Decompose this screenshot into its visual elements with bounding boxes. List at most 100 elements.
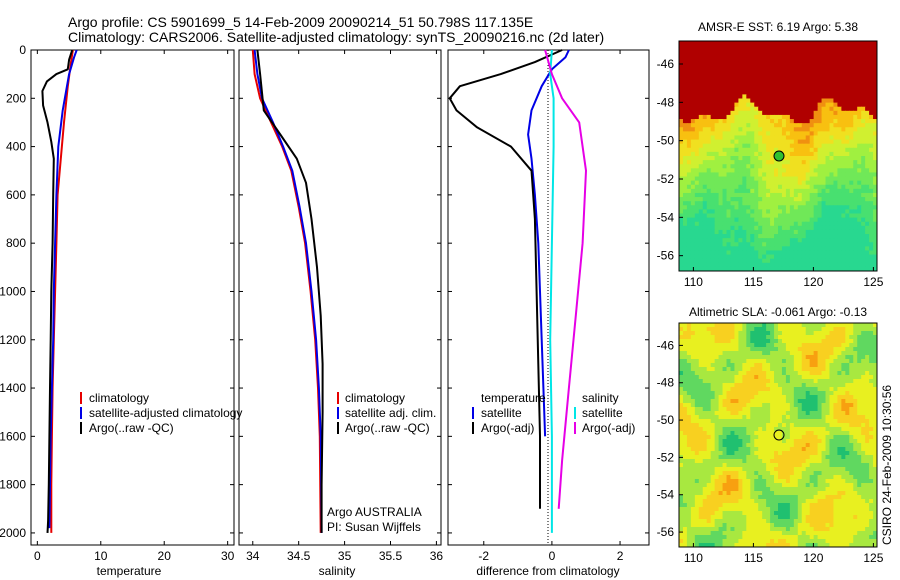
sst-heatmap-cell [702,69,708,75]
sst-heatmap-cell [845,168,850,174]
sst-heatmap-cell [793,225,799,231]
sst-heatmap-cell [702,41,708,46]
sst-heatmap-cell [710,229,716,235]
temperature-ytick-label: 1200 [0,333,26,347]
sst-heatmap-cell [682,98,688,104]
sst-heatmap-cell [722,123,728,128]
sst-heatmap-cell [789,250,795,256]
sst-heatmap-cell [686,184,692,190]
sst-heatmap-cell [797,90,803,95]
sst-heatmap-cell [730,41,736,46]
sla-heatmap-cell [849,335,854,340]
sla-heatmap-cell [726,455,732,460]
sla-heatmap-cell [726,355,732,360]
sla-heatmap-cell [781,363,787,368]
sla-heatmap-cell [833,411,838,416]
sla-heatmap-cell [762,387,767,392]
sla-heatmap-cell [722,379,728,384]
sst-heatmap-cell [754,143,759,149]
sla-heatmap-cell [750,403,755,408]
sst-heatmap-cell [722,94,728,100]
sla-heatmap-cell [813,411,819,416]
sla-heatmap-cell [726,443,732,448]
temperature-xtick-label: 0 [34,549,41,563]
sla-heatmap-cell [869,407,874,412]
sst-heatmap-cell [754,258,759,264]
sst-heatmap-cell [845,254,850,260]
sla-heatmap-cell [682,383,688,388]
sst-heatmap-cell [778,65,783,71]
sla-heatmap-cell [841,331,846,336]
sla-heatmap-cell [825,471,831,476]
sst-heatmap-cell [726,188,732,194]
sst-heatmap-cell [718,86,724,91]
sst-heatmap-cell [770,49,775,54]
sst-heatmap-cell [754,41,759,46]
sla-heatmap-cell [849,351,854,356]
sla-heatmap-cell [734,347,739,352]
sst-heatmap-cell [686,192,692,198]
sst-heatmap-cell [789,192,795,198]
sla-heatmap-cell [873,435,877,440]
sst-heatmap-cell [805,106,811,112]
sla-heatmap-cell [833,355,838,360]
sst-heatmap-cell [801,41,807,46]
sst-heatmap-cell [754,160,759,165]
sst-heatmap-cell [746,135,751,141]
sst-heatmap-cell [849,266,854,271]
sla-heatmap-cell [805,451,811,456]
sst-heatmap-cell [702,102,708,108]
sla-heatmap-cell [785,431,791,436]
sst-heatmap-cell [801,213,807,219]
sla-heatmap-cell [734,327,739,332]
sla-heatmap-cell [682,335,688,340]
sst-heatmap-cell [873,262,877,268]
sla-heatmap-cell [817,471,823,476]
sst-heatmap-cell [754,69,759,75]
sst-heatmap-cell [682,119,688,124]
sst-heatmap-cell [853,164,858,169]
sst-heatmap-cell [750,102,755,108]
sst-heatmap-cell [706,254,712,260]
sst-heatmap-cell [801,221,807,227]
sst-heatmap-cell [778,197,783,202]
sst-heatmap-cell [873,172,877,178]
sst-heatmap-cell [805,57,811,63]
sst-heatmap-cell [813,229,819,235]
sst-heatmap-cell [797,238,803,243]
sst-heatmap-cell [793,82,799,87]
sst-heatmap-cell [817,69,823,75]
sla-heatmap-cell [785,447,791,452]
sst-heatmap-cell [682,90,688,95]
sla-heatmap-cell [706,407,712,412]
sla-heatmap-cell [730,351,736,356]
sst-heatmap-cell [825,205,831,210]
sla-heatmap-cell [702,399,708,404]
sst-heatmap-cell [718,221,724,227]
sst-heatmap-cell [809,82,815,87]
sla-heatmap-cell [742,459,747,464]
sst-heatmap-cell [861,188,866,194]
sst-heatmap-cell [805,197,811,202]
sst-heatmap-cell [797,102,803,108]
sla-heatmap-cell [726,331,732,336]
sst-heatmap-cell [817,94,823,100]
sst-heatmap-cell [750,225,755,231]
sla-heatmap-cell [785,383,791,388]
sst-heatmap-cell [805,131,811,137]
sst-heatmap-cell [762,147,767,153]
sst-heatmap-cell [873,250,877,256]
sst-heatmap-cell [710,98,716,104]
sla-heatmap-cell [845,399,850,404]
sla-heatmap-cell [853,447,858,452]
sst-heatmap-cell [679,217,684,223]
sst-heatmap-cell [766,65,771,71]
sst-heatmap-cell [746,94,751,100]
sst-heatmap-cell [801,254,807,260]
sla-heatmap-cell [837,427,842,432]
sst-heatmap-cell [833,266,838,271]
sst-heatmap-cell [702,168,708,174]
salinity-xtick-label: 34.5 [287,549,311,563]
sst-heatmap-cell [817,53,823,59]
sla-heatmap-cell [706,475,712,480]
